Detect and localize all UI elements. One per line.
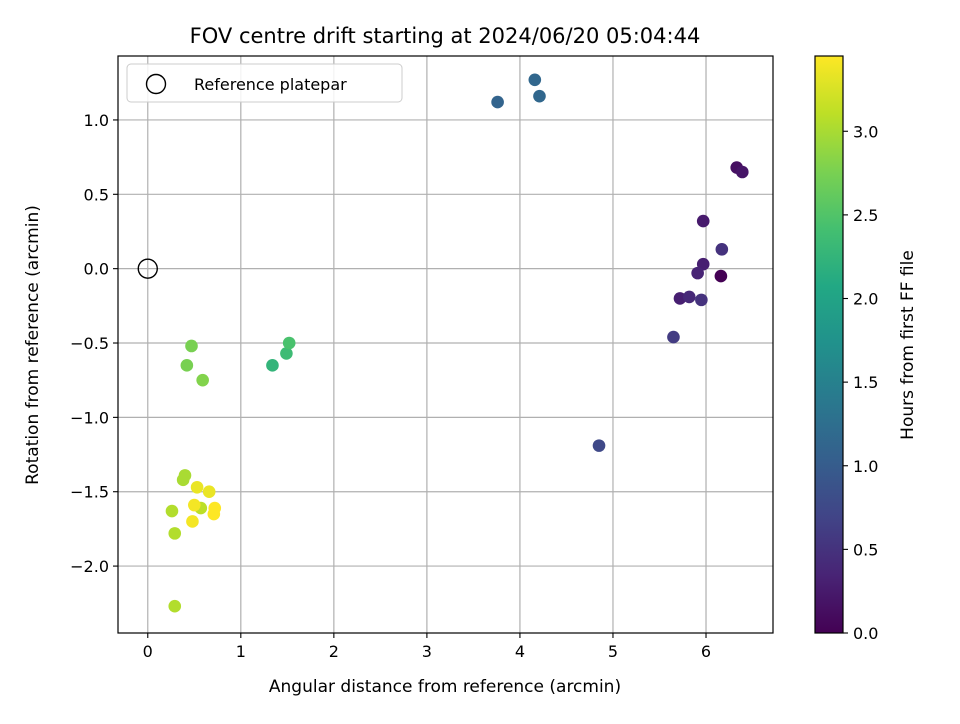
data-point bbox=[533, 89, 546, 103]
data-point bbox=[180, 359, 194, 372]
data-point bbox=[491, 95, 504, 109]
x-axis-ticks: 0 1 2 3 4 5 6 bbox=[143, 633, 711, 661]
x-tick-label: 0 bbox=[143, 642, 153, 661]
data-point bbox=[186, 515, 199, 528]
colorbar-tick-label: 0.0 bbox=[853, 624, 878, 643]
colorbar-tick-label: 1.5 bbox=[853, 373, 878, 392]
x-axis-label: Angular distance from reference (arcmin) bbox=[269, 677, 621, 697]
x-tick-label: 3 bbox=[422, 642, 432, 661]
data-point bbox=[266, 359, 279, 372]
colorbar-tick-label: 0.5 bbox=[853, 540, 878, 559]
data-point bbox=[735, 165, 749, 179]
colorbar-tick-label: 2.0 bbox=[853, 290, 878, 309]
data-point bbox=[696, 214, 710, 228]
chart-title: FOV centre drift starting at 2024/06/20 … bbox=[190, 24, 701, 48]
x-tick-label: 2 bbox=[329, 642, 339, 661]
data-point bbox=[691, 266, 704, 280]
x-tick-label: 5 bbox=[608, 642, 618, 661]
legend-marker-reference bbox=[145, 73, 167, 95]
data-point bbox=[185, 339, 198, 353]
data-point bbox=[202, 485, 216, 499]
x-tick-label: 1 bbox=[236, 642, 246, 661]
data-point bbox=[176, 473, 190, 487]
reference-platepar-marker bbox=[137, 258, 158, 279]
x-tick-label: 6 bbox=[701, 642, 711, 661]
data-point bbox=[714, 269, 728, 283]
data-point bbox=[165, 504, 179, 518]
data-point bbox=[528, 73, 542, 87]
y-tick-label: −2.0 bbox=[70, 557, 109, 576]
colorbar-tick-label: 3.0 bbox=[853, 122, 878, 141]
y-tick-label: −1.5 bbox=[70, 483, 109, 502]
data-point bbox=[190, 480, 204, 494]
data-point bbox=[673, 292, 687, 305]
data-point bbox=[207, 507, 221, 521]
legend-box bbox=[126, 63, 403, 103]
x-tick-label: 4 bbox=[515, 642, 525, 661]
y-axis-label: Rotation from reference (arcmin) bbox=[23, 205, 43, 485]
legend: Reference platepar bbox=[126, 63, 403, 103]
plot-frame bbox=[117, 55, 774, 634]
data-point bbox=[682, 290, 696, 304]
grid-lines bbox=[118, 56, 773, 633]
y-axis-ticks: −2.0 −1.5 −1.0 −0.5 0.0 0.5 1.0 bbox=[70, 111, 118, 576]
data-point bbox=[187, 498, 201, 512]
colorbar-gradient bbox=[814, 55, 844, 634]
y-tick-label: −1.0 bbox=[70, 408, 109, 427]
data-point bbox=[282, 336, 296, 350]
data-point bbox=[667, 330, 680, 344]
legend-label-reference: Reference platepar bbox=[194, 75, 347, 94]
data-point bbox=[280, 347, 293, 360]
data-point bbox=[695, 293, 708, 307]
y-tick-label: −0.5 bbox=[70, 334, 109, 353]
colorbar: 0.0 0.5 1.0 1.5 2.0 2.5 3.0 Hours from first F… bbox=[814, 55, 918, 643]
data-point bbox=[168, 527, 182, 540]
data-point bbox=[196, 373, 209, 387]
y-tick-label: 1.0 bbox=[84, 111, 109, 130]
data-point bbox=[168, 599, 182, 613]
colorbar-tick-label: 2.5 bbox=[853, 206, 878, 225]
colorbar-ticks: 0.0 0.5 1.0 1.5 2.0 2.5 3.0 bbox=[843, 122, 878, 643]
y-tick-label: 0.5 bbox=[84, 185, 109, 204]
data-point bbox=[592, 439, 606, 452]
y-tick-label: 0.0 bbox=[84, 260, 109, 279]
colorbar-tick-label: 1.0 bbox=[853, 457, 878, 476]
data-point bbox=[715, 243, 729, 256]
colorbar-label: Hours from first FF file bbox=[898, 250, 918, 440]
data-points bbox=[137, 73, 749, 613]
